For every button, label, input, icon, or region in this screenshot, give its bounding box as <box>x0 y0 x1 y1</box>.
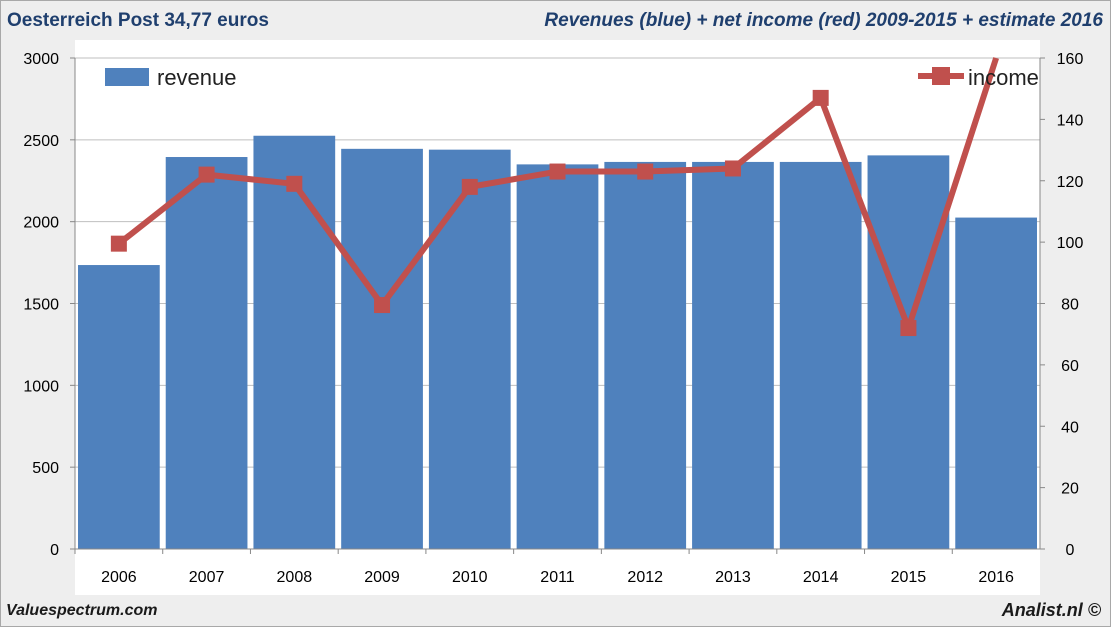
revenue-bar-2015 <box>867 155 950 550</box>
revenue-bars <box>78 135 1037 550</box>
revenue-bar-2007 <box>165 157 248 550</box>
y-right-tick-140: 140 <box>1057 112 1084 129</box>
revenue-bar-2013 <box>692 161 774 549</box>
legend-income-label: income <box>968 65 1039 90</box>
y-right-tick-20: 20 <box>1061 481 1079 498</box>
header-right-title: Revenues (blue) + net income (red) 2009-… <box>544 10 1103 31</box>
revenue-bar-2012 <box>604 161 687 549</box>
y-right-tick-60: 60 <box>1061 358 1079 375</box>
income-line <box>110 57 999 337</box>
y-right-tick-labels: 0 20 40 60 80 100 120 140 160 <box>1040 51 1083 559</box>
revenue-bar-2008 <box>253 135 336 549</box>
revenue-bar-2016 <box>955 217 1037 549</box>
y-right-tick-120: 120 <box>1057 174 1084 191</box>
revenue-bar-2014 <box>779 161 862 549</box>
y-right-tick-80: 80 <box>1061 297 1079 314</box>
legend-income-marker <box>932 67 950 85</box>
footer-left-credit: Valuespectrum.com <box>6 602 158 619</box>
y-right-tick-0: 0 <box>1066 542 1075 559</box>
income-point-2010 <box>461 178 478 195</box>
income-point-2012 <box>637 163 654 180</box>
revenue-bar-2011 <box>516 164 599 549</box>
x-tick-2008: 2008 <box>277 569 313 586</box>
income-point-2008 <box>286 175 303 192</box>
legend-revenue-swatch <box>105 68 149 86</box>
income-point-2013 <box>724 160 741 177</box>
revenue-bar-2006 <box>78 265 160 549</box>
x-tick-2013: 2013 <box>715 569 751 586</box>
x-tick-labels: 2006 2007 2008 2009 2010 2011 2012 2013 2014 2015… <box>74 549 1014 586</box>
income-point-2009 <box>374 297 391 314</box>
income-point-2007 <box>198 166 215 183</box>
y-left-tick-3000: 3000 <box>23 51 59 68</box>
legend-income: income <box>918 65 1039 90</box>
x-tick-2016: 2016 <box>978 569 1014 586</box>
y-left-tick-1500: 1500 <box>23 297 59 314</box>
header-left-title: Oesterreich Post 34,77 euros <box>7 10 269 31</box>
x-tick-2009: 2009 <box>364 569 400 586</box>
y-right-tick-100: 100 <box>1057 235 1084 252</box>
y-left-tick-2000: 2000 <box>23 215 59 232</box>
x-tick-2010: 2010 <box>452 569 488 586</box>
revenue-bar-2010 <box>428 149 511 550</box>
income-point-2006 <box>110 235 127 252</box>
y-left-tick-1000: 1000 <box>23 378 59 395</box>
x-tick-2006: 2006 <box>101 569 137 586</box>
x-tick-2015: 2015 <box>891 569 927 586</box>
y-left-tick-500: 500 <box>32 460 59 477</box>
income-point-2015 <box>900 320 917 337</box>
x-tick-2011: 2011 <box>540 569 575 586</box>
legend-revenue: revenue <box>105 65 237 90</box>
legend-revenue-label: revenue <box>157 65 237 90</box>
y-left-tick-0: 0 <box>50 542 59 559</box>
y-right-tick-160: 160 <box>1057 51 1084 68</box>
x-tick-2014: 2014 <box>803 569 839 586</box>
income-point-2011 <box>549 163 566 180</box>
x-tick-2007: 2007 <box>189 569 225 586</box>
footer-right-credit: Analist.nl © <box>1001 600 1101 620</box>
y-left-tick-2500: 2500 <box>23 133 59 150</box>
income-point-2014 <box>812 89 829 106</box>
x-tick-2012: 2012 <box>627 569 663 586</box>
y-left-tick-labels: 0 500 1000 1500 2000 2500 3000 <box>23 51 75 559</box>
y-right-tick-40: 40 <box>1061 419 1079 436</box>
revenue-bar-2009 <box>341 148 423 549</box>
